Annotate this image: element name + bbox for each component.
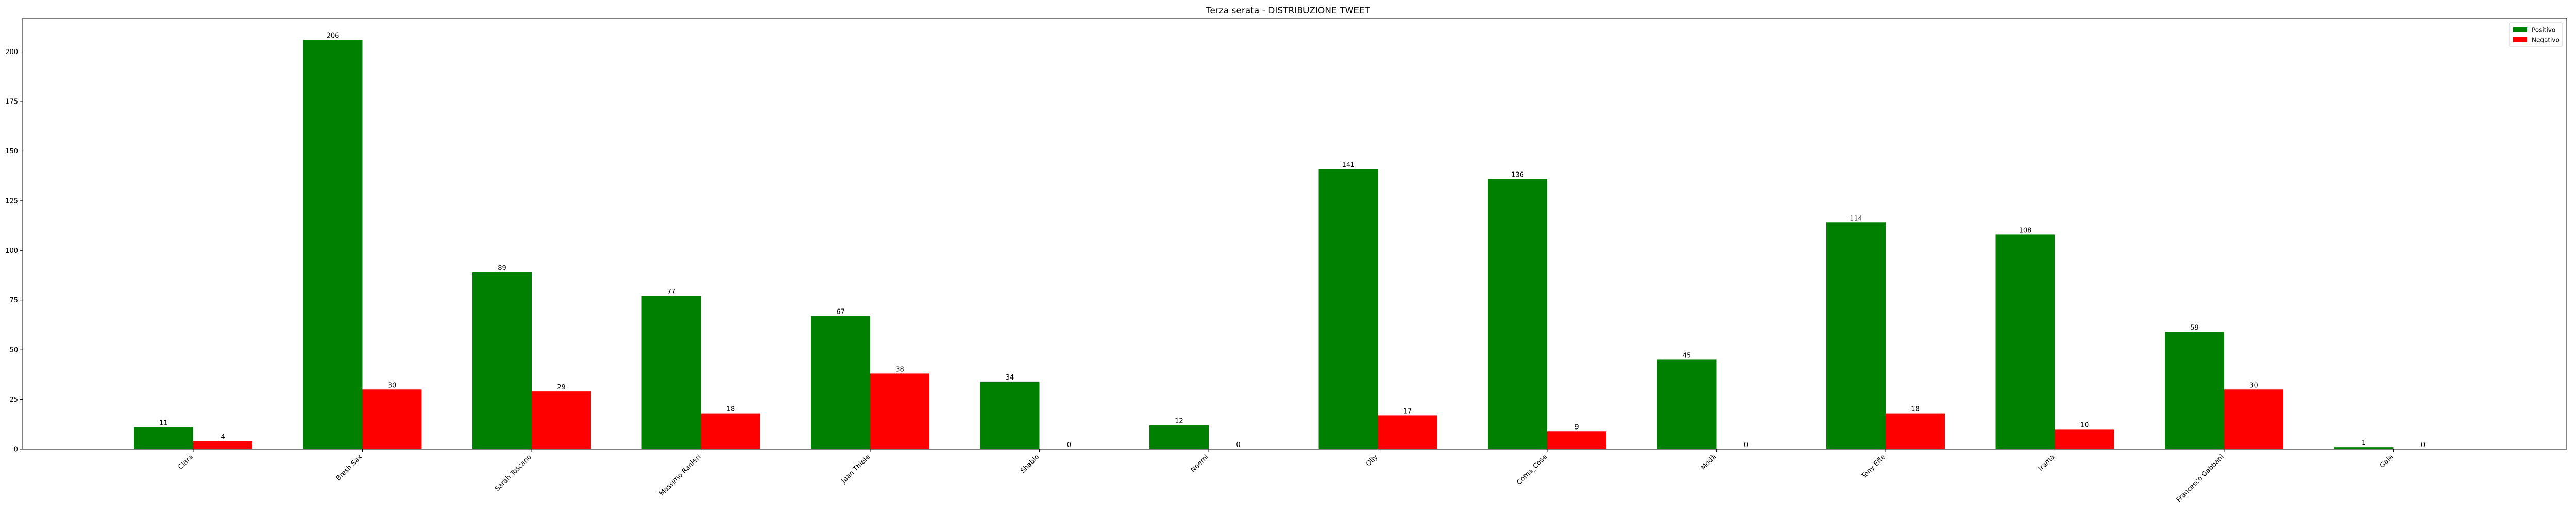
y-tick-label: 50 (9, 347, 18, 354)
x-tick-label: Massimo Ranieri (658, 453, 702, 497)
x-tick-label: Sarah Toscano (494, 453, 533, 493)
bar-positivo-0 (134, 427, 193, 449)
plot-area: 11 206 89 77 67 34 12 141 136 45 114 108 59 1 4 30 29 18 3… (5, 18, 2567, 504)
data-label-positivo-6: 12 (1175, 418, 1183, 425)
x-tick-label: Shablo (1019, 453, 1041, 475)
bar-negativo-11 (2055, 429, 2114, 449)
data-label-positivo-5: 34 (1006, 374, 1014, 382)
data-label-negativo-4: 38 (895, 366, 904, 373)
bar-positivo-2 (472, 272, 532, 449)
data-label-negativo-0: 4 (221, 434, 225, 441)
y-tick-label: 200 (5, 48, 18, 56)
bar-negativo-0 (193, 441, 252, 449)
bar-positivo-10 (1826, 222, 1886, 449)
x-tick-label: Olly (1365, 453, 1380, 468)
y-tick-label: 175 (5, 98, 18, 106)
bar-positivo-4 (811, 316, 870, 449)
bar-positivo-6 (1149, 425, 1209, 449)
data-label-positivo-11: 108 (2019, 227, 2032, 234)
data-label-positivo-1: 206 (327, 32, 340, 40)
legend-label-positivo: Positivo (2532, 27, 2555, 34)
data-label-negativo-12: 30 (2249, 382, 2258, 389)
legend-swatch-positivo (2513, 27, 2527, 32)
x-tick-label: Irama (2037, 453, 2056, 472)
data-label-negativo-9: 0 (1744, 441, 1748, 449)
x-tick-label: Tony Effe (1860, 453, 1887, 480)
bar-negativo-4 (870, 373, 929, 449)
data-label-negativo-8: 9 (1574, 423, 1579, 431)
legend-label-negativo: Negativo (2532, 37, 2560, 44)
bar-negativo-2 (532, 391, 591, 449)
bar-positivo-9 (1657, 359, 1717, 449)
data-label-negativo-7: 17 (1403, 407, 1412, 415)
x-tick-label: Noemi (1190, 453, 1210, 474)
bar-positivo-3 (641, 296, 701, 449)
x-tick-label: Bresh Sax (335, 453, 364, 483)
data-label-positivo-10: 114 (1850, 215, 1862, 222)
x-tick-label: Modà (1700, 453, 1718, 472)
data-label-positivo-7: 141 (1342, 161, 1355, 169)
bar-positivo-12 (2165, 332, 2224, 449)
y-tick-label: 75 (9, 297, 18, 304)
bar-negativo-3 (701, 413, 760, 449)
bar-negativo-7 (1378, 415, 1437, 449)
y-tick-label: 125 (5, 197, 18, 205)
bar-negativo-1 (362, 389, 422, 449)
bar-positivo-13 (2334, 447, 2394, 449)
bar-positivo-11 (1995, 234, 2055, 449)
data-label-negativo-10: 18 (1911, 406, 1920, 414)
bar-negativo-12 (2224, 389, 2283, 449)
bar-positivo-5 (980, 381, 1040, 449)
bar-negativo-8 (1547, 431, 1606, 449)
data-label-positivo-12: 59 (2190, 324, 2199, 332)
x-tick-label: Joan Thiele (840, 453, 872, 485)
bar-positivo-8 (1488, 179, 1547, 449)
data-label-negativo-1: 30 (388, 382, 397, 389)
data-label-negativo-6: 0 (1236, 441, 1240, 449)
data-label-positivo-9: 45 (1683, 352, 1691, 359)
data-label-negativo-3: 18 (726, 406, 735, 414)
data-label-negativo-5: 0 (1067, 441, 1071, 449)
data-label-negativo-13: 0 (2421, 441, 2425, 449)
chart-title: Terza serata - DISTRIBUZIONE TWEET (1206, 6, 1370, 16)
x-tick-label: Gaia (2379, 453, 2395, 470)
data-label-positivo-2: 89 (498, 265, 506, 272)
y-tick-label: 150 (5, 148, 18, 156)
data-label-positivo-4: 67 (836, 308, 845, 316)
x-tick-label: Francesco Gabbani (2175, 453, 2226, 504)
bar-positivo-7 (1318, 169, 1378, 450)
bar-positivo-1 (303, 40, 363, 449)
y-tick-label: 25 (9, 396, 18, 404)
axes-frame (22, 18, 2567, 450)
x-tick-label: Clara (177, 453, 195, 471)
data-label-negativo-2: 29 (557, 384, 566, 391)
data-label-negativo-11: 10 (2080, 421, 2089, 429)
legend: Positivo Negativo (2509, 22, 2563, 47)
data-label-positivo-8: 136 (1511, 171, 1524, 179)
x-tick-label: Coma_Cose (1516, 453, 1549, 486)
bar-negativo-10 (1886, 413, 1945, 449)
y-tick-label: 0 (14, 446, 18, 454)
y-tick-label: 100 (5, 247, 18, 255)
data-label-positivo-0: 11 (159, 420, 168, 427)
data-label-positivo-3: 77 (667, 288, 676, 296)
data-label-positivo-13: 1 (2362, 439, 2366, 447)
legend-swatch-negativo (2513, 37, 2527, 42)
